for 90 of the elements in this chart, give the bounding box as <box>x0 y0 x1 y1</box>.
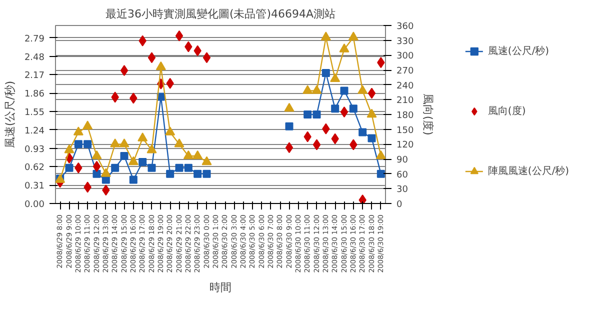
point <box>84 140 92 148</box>
y2-tick-label: 150 <box>396 126 414 136</box>
point <box>194 170 202 178</box>
y-tick-label: 0.31 <box>24 182 45 192</box>
y-tick-label: 2.79 <box>24 34 45 44</box>
point <box>148 164 156 172</box>
point <box>183 150 194 160</box>
point <box>312 85 322 94</box>
point <box>146 144 157 154</box>
y-tick-label: 1.55 <box>24 108 45 118</box>
y2-tick-label: 210 <box>396 96 414 106</box>
point <box>184 164 192 172</box>
point <box>166 170 174 178</box>
y-tick-label: 2.48 <box>24 52 45 63</box>
point <box>175 30 184 42</box>
point <box>100 168 111 177</box>
point <box>73 126 84 136</box>
point <box>165 126 176 136</box>
point <box>74 140 82 148</box>
point <box>202 52 211 64</box>
y2-tick-label: 0 <box>396 200 402 210</box>
point <box>368 134 376 142</box>
point <box>348 32 358 40</box>
point <box>304 110 312 118</box>
point <box>376 150 386 160</box>
x-axis-title: 時間 <box>210 280 232 294</box>
legend-label: 風向(度) <box>488 104 526 118</box>
point <box>285 122 294 130</box>
point <box>330 73 340 82</box>
y-axis-title: 風速(公尺/秒) <box>3 80 16 148</box>
point <box>120 152 128 160</box>
point <box>128 156 138 166</box>
y2-tick-label: 270 <box>396 66 414 76</box>
point <box>349 104 358 113</box>
y2-tick-label: 300 <box>396 52 414 62</box>
point <box>358 194 366 204</box>
point <box>175 164 184 172</box>
point <box>340 86 348 95</box>
point <box>92 150 102 160</box>
point <box>138 158 147 166</box>
point <box>376 170 385 178</box>
point <box>65 164 74 172</box>
y-tick-label: 1.24 <box>24 126 45 136</box>
y2-tick-label: 240 <box>396 81 414 92</box>
chart-title: 最近36小時實測風變化圖(未品管)46694A測站 <box>105 8 336 20</box>
point <box>64 144 74 154</box>
point <box>138 132 148 142</box>
point <box>92 160 101 172</box>
y-tick-label: 2.17 <box>24 71 45 82</box>
point <box>82 120 93 130</box>
point <box>129 176 138 184</box>
y2-tick-label: 360 <box>396 22 414 32</box>
y-tick-label: 0.93 <box>24 144 45 155</box>
point <box>92 170 101 178</box>
y2-tick-label: 90 <box>396 156 408 166</box>
y2-tick-label: 120 <box>396 140 414 151</box>
point <box>202 170 211 178</box>
point <box>302 85 313 94</box>
y-tick-label: 0.00 <box>24 200 45 210</box>
point <box>285 142 294 154</box>
point <box>174 138 184 148</box>
point <box>156 61 166 70</box>
point <box>322 68 330 77</box>
point <box>111 164 120 172</box>
point <box>192 150 203 160</box>
point <box>202 156 212 166</box>
y-tick-label: 0.62 <box>24 163 45 174</box>
point <box>331 104 340 113</box>
y-tick-label: 1.86 <box>24 90 45 100</box>
point <box>110 138 120 148</box>
point <box>358 128 367 136</box>
point <box>339 44 350 52</box>
y2-tick-label: 30 <box>396 185 408 196</box>
point <box>340 106 348 118</box>
y2-tick-label: 60 <box>396 170 408 180</box>
point <box>284 102 294 112</box>
point <box>366 108 377 118</box>
point <box>120 64 128 76</box>
legend-label: 陣風風速(公尺/秒) <box>488 164 570 178</box>
point <box>148 52 156 64</box>
point <box>312 139 321 150</box>
legend-label: 風速(公尺/秒) <box>488 44 550 58</box>
point <box>312 110 321 118</box>
y2-tick-label: 330 <box>396 36 414 47</box>
point <box>119 138 130 148</box>
point <box>358 85 368 94</box>
point <box>320 32 331 40</box>
y2-tick-label: 180 <box>396 111 414 121</box>
point <box>368 88 376 99</box>
y2-axis-title: 風向(度) <box>422 94 435 136</box>
